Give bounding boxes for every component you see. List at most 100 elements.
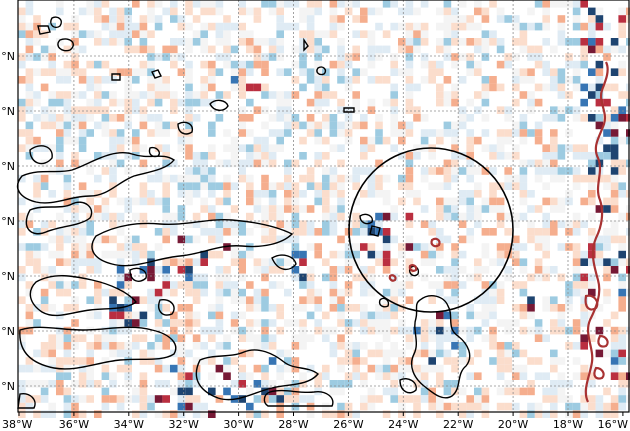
- anomaly-cell: [177, 235, 186, 244]
- anomaly-cell: [147, 395, 155, 403]
- anomaly-cell: [474, 7, 482, 16]
- anomaly-cell: [367, 98, 376, 107]
- anomaly-cell: [25, 83, 34, 92]
- anomaly-cell: [360, 30, 368, 38]
- anomaly-cell: [299, 68, 307, 76]
- anomaly-cell: [565, 167, 573, 175]
- anomaly-cell: [78, 372, 87, 380]
- anomaly-cell: [610, 235, 619, 244]
- anomaly-cell: [367, 250, 376, 259]
- anomaly-cell: [299, 53, 307, 61]
- anomaly-cell: [542, 220, 550, 228]
- anomaly-cell: [238, 7, 246, 16]
- anomaly-cell: [367, 136, 376, 145]
- anomaly-cell: [299, 45, 307, 54]
- anomaly-cell: [208, 129, 216, 137]
- anomaly-cell: [550, 129, 558, 137]
- anomaly-cell: [223, 266, 231, 274]
- anomaly-cell: [40, 304, 49, 312]
- anomaly-cell: [116, 129, 125, 137]
- anomaly-cell: [276, 235, 284, 244]
- anomaly-cell: [588, 68, 596, 76]
- anomaly-cell: [375, 76, 383, 84]
- anomaly-cell: [147, 68, 155, 76]
- anomaly-cell: [246, 250, 254, 259]
- anomaly-cell: [504, 106, 512, 114]
- anomaly-cell: [443, 266, 452, 274]
- anomaly-cell: [276, 182, 284, 190]
- anomaly-cell: [420, 220, 429, 228]
- anomaly-cell: [466, 15, 474, 23]
- anomaly-cell: [284, 106, 292, 114]
- anomaly-cell: [33, 114, 41, 122]
- anomaly-cell: [162, 159, 170, 168]
- anomaly-cell: [86, 311, 94, 320]
- anomaly-cell: [519, 121, 528, 130]
- anomaly-cell: [382, 387, 391, 396]
- anomaly-cell: [527, 326, 535, 335]
- anomaly-cell: [595, 45, 604, 54]
- anomaly-cell: [132, 319, 140, 327]
- anomaly-cell: [40, 395, 49, 403]
- anomaly-cell: [580, 144, 588, 152]
- anomaly-cell: [458, 281, 467, 289]
- anomaly-cell: [48, 144, 56, 152]
- anomaly-cell: [360, 342, 368, 350]
- anomaly-cell: [595, 7, 604, 16]
- anomaly-cell: [519, 182, 528, 190]
- anomaly-cell: [25, 357, 34, 365]
- anomaly-cell: [63, 45, 72, 54]
- anomaly-cell: [56, 228, 64, 236]
- anomaly-cell: [496, 220, 505, 228]
- anomaly-cell: [314, 76, 322, 84]
- anomaly-cell: [390, 296, 398, 304]
- anomaly-cell: [375, 53, 383, 61]
- anomaly-cell: [405, 212, 414, 221]
- anomaly-cell: [177, 258, 186, 266]
- anomaly-cell: [527, 235, 535, 244]
- anomaly-cell: [71, 243, 79, 251]
- anomaly-cell: [48, 364, 56, 373]
- anomaly-cell: [78, 7, 87, 16]
- anomaly-cell: [398, 304, 406, 312]
- anomaly-cell: [420, 22, 429, 31]
- anomaly-cell: [451, 380, 459, 388]
- anomaly-cell: [436, 7, 444, 16]
- anomaly-cell: [565, 38, 573, 46]
- anomaly-cell: [71, 319, 79, 327]
- anomaly-cell: [390, 144, 398, 152]
- anomaly-cell: [276, 136, 284, 145]
- anomaly-cell: [603, 53, 611, 61]
- anomaly-cell: [208, 410, 216, 418]
- anomaly-cell: [504, 250, 512, 259]
- anomaly-cell: [322, 91, 330, 99]
- anomaly-cell: [489, 342, 497, 350]
- anomaly-cell: [352, 319, 360, 327]
- anomaly-cell: [413, 410, 421, 418]
- anomaly-cell: [162, 266, 170, 274]
- anomaly-cell: [413, 83, 421, 92]
- anomaly-cell: [261, 380, 269, 388]
- anomaly-cell: [572, 0, 581, 8]
- anomaly-cell: [519, 190, 528, 198]
- anomaly-cell: [618, 190, 626, 198]
- anomaly-cell: [572, 273, 581, 282]
- anomaly-cell: [337, 288, 345, 297]
- anomaly-cell: [306, 174, 315, 183]
- anomaly-cell: [25, 288, 34, 297]
- anomaly-cell: [481, 53, 490, 61]
- anomaly-cell: [329, 273, 338, 282]
- anomaly-cell: [337, 197, 345, 206]
- anomaly-cell: [382, 76, 391, 84]
- anomaly-cell: [170, 288, 178, 297]
- anomaly-cell: [420, 342, 429, 350]
- anomaly-cell: [284, 174, 292, 183]
- anomaly-cell: [185, 266, 193, 274]
- anomaly-cell: [162, 304, 170, 312]
- anomaly-cell: [18, 53, 26, 61]
- anomaly-cell: [48, 45, 56, 54]
- anomaly-cell: [451, 387, 459, 396]
- anomaly-cell: [337, 60, 345, 69]
- anomaly-cell: [48, 250, 56, 259]
- anomaly-cell: [603, 228, 611, 236]
